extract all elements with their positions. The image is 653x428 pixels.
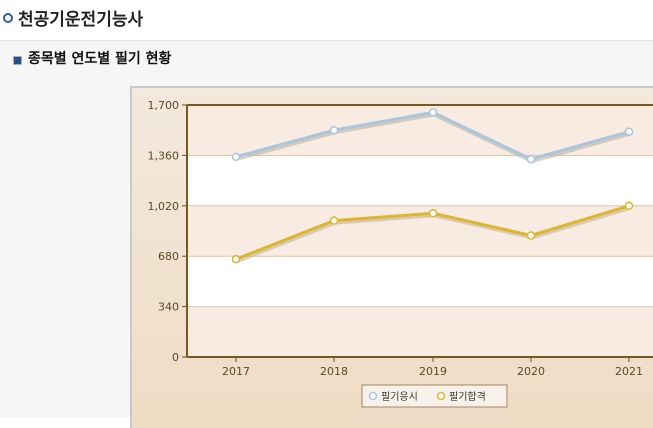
series-point [231, 254, 241, 264]
series-point [526, 231, 536, 240]
series-point [329, 216, 339, 225]
x-tick-label: 2018 [320, 365, 348, 378]
page-title: 천공기운전기능사 [18, 10, 144, 30]
legend-marker [436, 391, 446, 401]
x-tick-label: 2017 [222, 365, 250, 378]
x-tick-label: 2020 [517, 365, 545, 378]
y-tick-label: 1,360 [148, 149, 180, 162]
x-tick-label: 2021 [615, 365, 643, 378]
section-title: 종목별 연도별 필기 현황 [28, 51, 172, 67]
series-point [231, 152, 241, 162]
y-tick-label: 1,020 [148, 200, 180, 213]
page-header: 천공기운전기능사 [0, 0, 653, 41]
series-point [624, 127, 634, 136]
section-bullet-icon [13, 56, 22, 65]
y-tick-label: 680 [158, 250, 179, 263]
line-chart: 0 340 680 1,020 1,360 1,700 2017 2018 2019 2020 20… [148, 99, 653, 408]
y-tick-label: 340 [158, 301, 179, 314]
series-point [428, 208, 438, 218]
legend-label: 필기합격 [449, 390, 486, 403]
legend-label: 필기응시 [381, 391, 418, 403]
y-tick-label: 1,700 [148, 99, 180, 112]
series-point [526, 154, 536, 164]
series-point [428, 108, 438, 117]
title-bullet-icon [3, 13, 13, 23]
y-tick-label: 0 [172, 351, 179, 364]
series-point [624, 201, 634, 211]
plot-band [187, 306, 653, 357]
legend-marker [368, 391, 378, 401]
series-point [329, 125, 339, 135]
legend-box [361, 384, 508, 408]
x-tick-label: 2019 [419, 365, 447, 378]
